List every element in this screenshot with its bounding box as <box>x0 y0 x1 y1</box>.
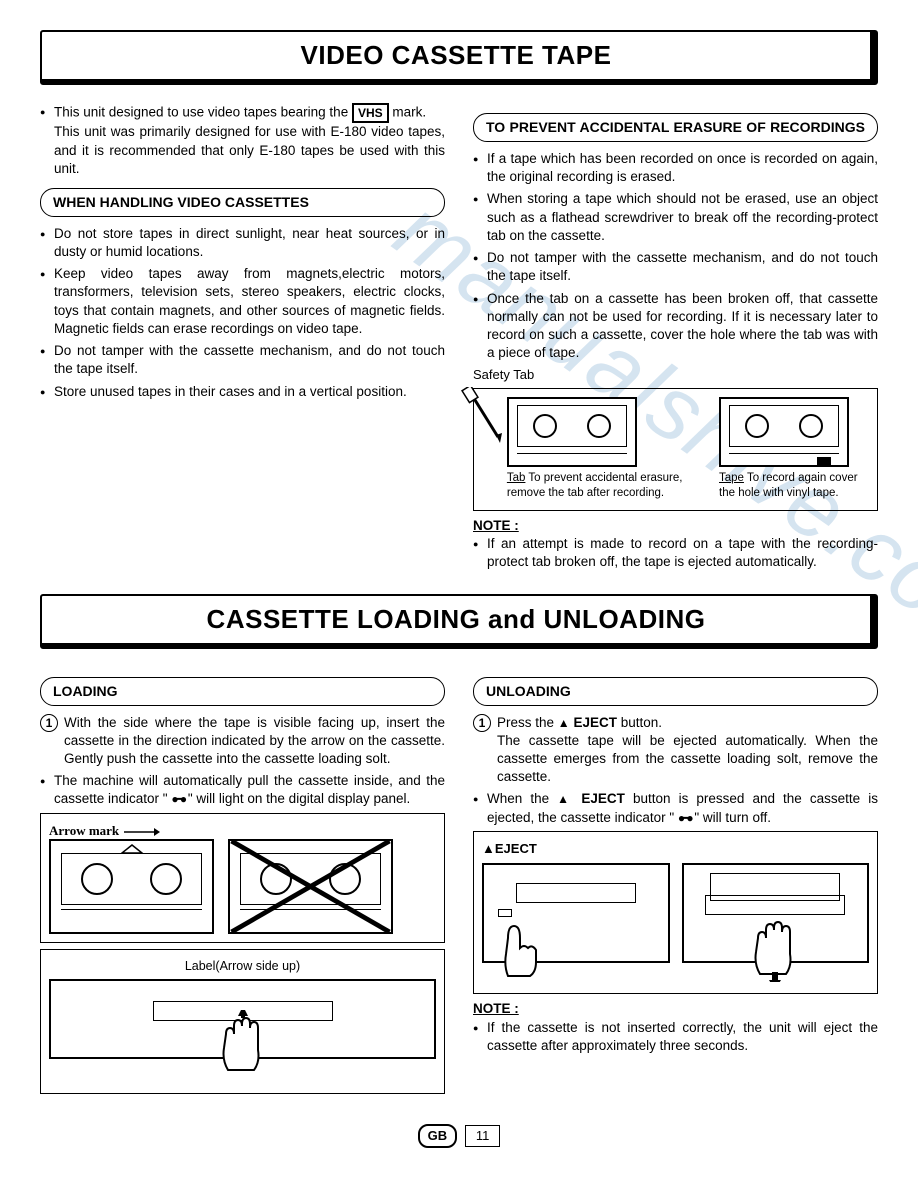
section2-note-bullet: If the cassette is not inserted correctl… <box>487 1019 878 1055</box>
hand-pull-icon <box>742 916 808 987</box>
cassette-correct-icon <box>49 839 214 934</box>
eject-symbol-icon: ▲ <box>482 841 495 856</box>
eject-fig-label: ▲EJECT <box>482 840 869 858</box>
loading-step1-text: With the side where the tape is visible … <box>62 714 445 769</box>
handling-bullet: Keep video tapes away from magnets,elect… <box>54 265 445 338</box>
screwdriver-icon <box>482 397 505 452</box>
unload-step1-pre: Press the <box>497 715 558 730</box>
intro-bullet: This unit designed to use video tapes be… <box>54 103 445 178</box>
handling-bullet: Do not store tapes in direct sunlight, n… <box>54 225 445 261</box>
vhs-badge-icon: VHS <box>352 103 389 123</box>
handling-bullet: Do not tamper with the cassette mechanis… <box>54 342 445 378</box>
eject-figure: ▲EJECT <box>473 831 878 995</box>
prevent-bullet: If a tape which has been recorded on onc… <box>487 150 878 186</box>
handling-heading: WHEN HANDLING VIDEO CASSETTES <box>40 188 445 217</box>
prevent-bullet: When storing a tape which should not be … <box>487 190 878 245</box>
section1-note-label: NOTE : <box>473 517 878 535</box>
eject-label: EJECT <box>581 791 625 806</box>
intro-post: mark. <box>392 105 426 120</box>
section1-note-bullet: If an attempt is made to record on a tap… <box>487 535 878 571</box>
unloading-bullet: When the ▲ EJECT button is pressed and t… <box>487 790 878 826</box>
eject-label: EJECT <box>573 715 617 730</box>
label-side-label: Label(Arrow side up) <box>49 958 436 975</box>
cassette-indicator-icon: ●━● <box>171 792 184 806</box>
tab-left-caption: Tab To prevent accidental erasure, remov… <box>507 471 699 502</box>
loading-step-1: 1 With the side where the tape is visibl… <box>40 714 445 769</box>
tab-right-label: Tape <box>719 472 744 484</box>
region-badge: GB <box>418 1124 458 1148</box>
cassette-wrong-icon <box>228 839 393 934</box>
loading-vcr-figure: Label(Arrow side up) <box>40 949 445 1094</box>
section2-title: CASSETTE LOADING and UNLOADING <box>42 602 870 637</box>
unload-bullet-post: " will turn off. <box>691 810 771 825</box>
tab-right-caption: Tape To record again cover the hole with… <box>719 471 869 502</box>
safety-tab-label: Safety Tab <box>473 366 878 384</box>
unload-step1-post: button. <box>617 715 662 730</box>
page-footer: GB 11 <box>40 1124 878 1148</box>
tab-left-label: Tab <box>507 472 526 484</box>
loading-bullet: The machine will automatically pull the … <box>54 772 445 808</box>
loading-heading: LOADING <box>40 677 445 706</box>
section1-right-col: TO PREVENT ACCIDENTAL ERASURE OF RECORDI… <box>473 103 878 576</box>
prevent-heading: TO PREVENT ACCIDENTAL ERASURE OF RECORDI… <box>473 113 878 142</box>
cassette-indicator-icon: ●━● <box>678 811 691 825</box>
intro-pre: This unit designed to use video tapes be… <box>54 105 352 120</box>
section2-note-label: NOTE : <box>473 1000 878 1018</box>
hand-push-icon <box>208 1010 278 1085</box>
hand-press-icon <box>494 918 544 987</box>
vcr-front-icon <box>49 979 436 1059</box>
unloading-col: UNLOADING 1 Press the ▲ EJECT button. Th… <box>473 667 878 1100</box>
vcr-eject-cassette-icon <box>682 863 870 963</box>
loading-bullet-post: " will light on the digital display pane… <box>184 791 410 806</box>
eject-symbol-icon: ▲ <box>558 716 570 730</box>
unload-step1-body: The cassette tape will be ejected automa… <box>497 732 878 787</box>
handling-bullet: Store unused tapes in their cases and in… <box>54 383 445 401</box>
step-number-icon: 1 <box>473 714 491 732</box>
section2-title-bar: CASSETTE LOADING and UNLOADING <box>40 594 878 649</box>
intro-line2: This unit was primarily designed for use… <box>54 123 445 178</box>
section1-title-bar: VIDEO CASSETTE TAPE <box>40 30 878 85</box>
unloading-heading: UNLOADING <box>473 677 878 706</box>
loading-top-figure: Arrow mark <box>40 813 445 944</box>
eject-symbol-icon: ▲ <box>557 792 573 806</box>
page-number: 11 <box>465 1125 501 1147</box>
safety-tab-figure: Tab To prevent accidental erasure, remov… <box>473 388 878 511</box>
section1-left-col: This unit designed to use video tapes be… <box>40 103 445 576</box>
cassette-tab-remove-icon <box>507 397 637 467</box>
cassette-tape-cover-icon <box>719 397 849 467</box>
prevent-bullet: Once the tab on a cassette has been brok… <box>487 290 878 363</box>
prevent-bullet: Do not tamper with the cassette mechanis… <box>487 249 878 285</box>
arrow-mark-label: Arrow mark <box>49 822 436 840</box>
unloading-step-1: 1 Press the ▲ EJECT button. The cassette… <box>473 714 878 787</box>
tab-left-text: To prevent accidental erasure, remove th… <box>507 472 683 500</box>
step-number-icon: 1 <box>40 714 58 732</box>
section1-title: VIDEO CASSETTE TAPE <box>42 38 870 73</box>
unload-bullet-pre: When the <box>487 791 557 806</box>
vcr-eject-button-icon <box>482 863 670 963</box>
loading-col: LOADING 1 With the side where the tape i… <box>40 667 445 1100</box>
